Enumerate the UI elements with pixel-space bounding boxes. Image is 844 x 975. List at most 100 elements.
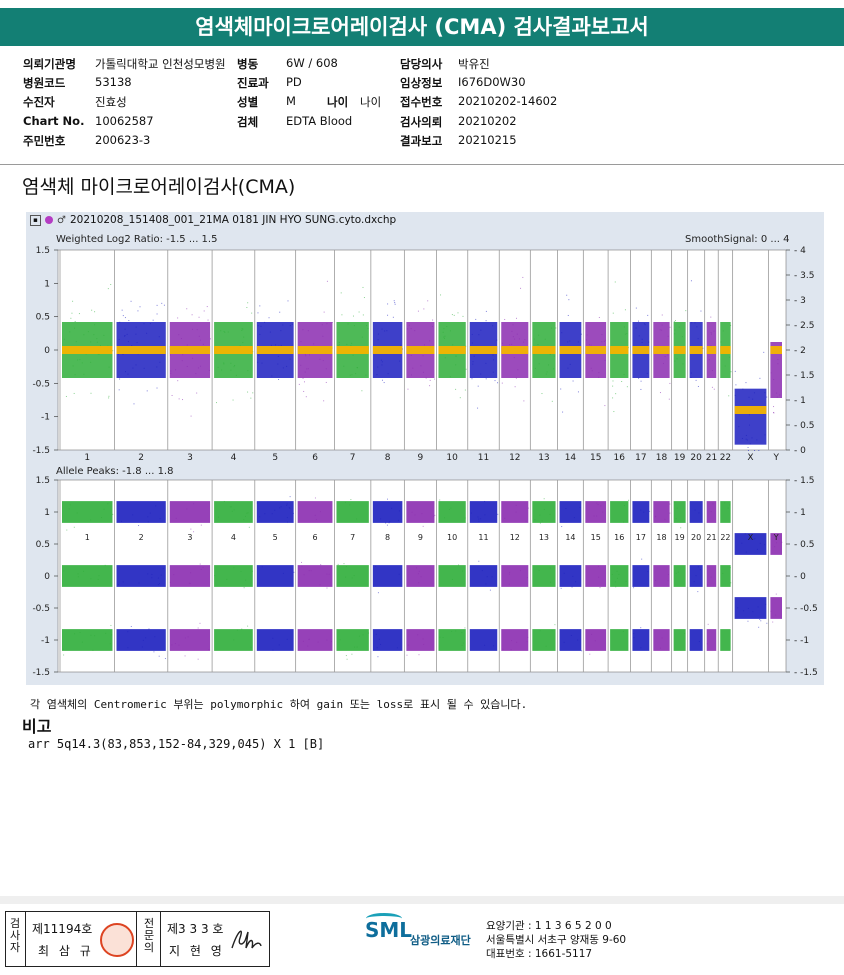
allele-peak-band	[720, 565, 731, 587]
field-label: 접수번호	[400, 95, 443, 109]
chromosome-label-small: 6	[313, 533, 318, 542]
chromosome-label: 13	[538, 453, 549, 463]
centromere-note: 각 염색체의 Centromeric 부위는 polymorphic 하여 ga…	[30, 698, 528, 711]
y-tick-label: -1.5	[32, 446, 50, 456]
allele-peak-band	[116, 629, 166, 651]
field-label: 성별	[237, 95, 259, 109]
smooth-signal	[169, 346, 211, 354]
allele-peak-band	[532, 501, 556, 523]
allele-peak-band	[372, 501, 403, 523]
allele-peak-band	[297, 629, 333, 651]
allele-peak-band	[610, 629, 629, 651]
field-value: 진효성	[95, 95, 127, 109]
smooth-signal	[653, 346, 670, 354]
examiner-name: 최 삼 규	[38, 944, 94, 958]
field-value: 박유진	[458, 57, 490, 71]
smooth-signal	[632, 346, 650, 354]
chromosome-label: 8	[385, 453, 391, 463]
allele-peak-band	[62, 501, 113, 523]
field-value: EDTA Blood	[286, 114, 353, 128]
allele-peak-band	[706, 629, 717, 651]
patient-info: 의뢰기관명 가톨릭대학교 인천성모병원 병동 6W / 608 담당의사 박유진…	[0, 52, 844, 164]
remark-title: 비고	[22, 717, 52, 736]
field-label: 주민번호	[23, 134, 66, 148]
allele-peak-band	[214, 501, 253, 523]
smooth-signal	[438, 346, 466, 354]
y-tick-label: 0.5	[36, 313, 50, 323]
allele-peak-band	[689, 501, 703, 523]
y-tick-label: -1	[41, 413, 50, 423]
chromosome-label-small: Y	[773, 533, 779, 542]
smooth-signal	[673, 346, 686, 354]
allele-peak-band	[406, 629, 435, 651]
allele-peak-band	[610, 501, 629, 523]
allele-peak-band	[653, 565, 670, 587]
allele-peak-band	[372, 629, 403, 651]
examiner-vertical-label: 검사자	[9, 917, 21, 954]
field-value: 나이	[360, 95, 382, 109]
chromosome-label-small: 7	[350, 533, 355, 542]
smooth-signal	[336, 346, 369, 354]
allele-peak-band	[256, 565, 294, 587]
field-value: 53138	[95, 75, 132, 89]
org-name: 삼광의료재단	[410, 934, 471, 947]
allele-peak-band	[734, 533, 767, 555]
chromosome-label: 2	[138, 453, 144, 463]
y2-tick-label: - -0.5	[794, 604, 818, 614]
allele-peak-band	[469, 629, 498, 651]
report-title: 염색체마이크로어레이검사 (CMA) 검사결과보고서	[0, 8, 844, 46]
smooth-signal	[469, 346, 498, 354]
smooth-signal	[406, 346, 435, 354]
smooth-signal	[532, 346, 556, 354]
chromosome-label-small: 15	[591, 533, 601, 542]
allele-peak-band	[116, 501, 166, 523]
chromosome-label: X	[747, 453, 753, 463]
allele-peak-band	[469, 501, 498, 523]
chromosome-label-small: 17	[636, 533, 646, 542]
smooth-signal	[689, 346, 703, 354]
top-plot-label: Weighted Log2 Ratio: -1.5 ... 1.5	[56, 234, 218, 245]
y2-tick-label: - 1.5	[794, 476, 814, 486]
field-label: 의뢰기관명	[23, 57, 76, 71]
y2-tick-label: - 4	[794, 246, 806, 256]
smooth-signal	[214, 346, 253, 354]
field-label: 검사의뢰	[400, 115, 443, 129]
examiner-license: 제11194호	[32, 922, 93, 936]
y2-tick-label: - -1.5	[794, 668, 818, 678]
chromosome-label: 22	[720, 453, 731, 463]
allele-peak-band	[297, 501, 333, 523]
field-value: 가톨릭대학교 인천성모병원	[95, 57, 226, 71]
chromosome-label: 12	[509, 453, 520, 463]
chromosome-label-small: 12	[510, 533, 520, 542]
y-tick-label: 0	[44, 572, 50, 582]
allele-peak-band	[706, 565, 717, 587]
allele-peak-band	[469, 565, 498, 587]
log2-ratio-band	[734, 388, 767, 445]
y2-tick-label: - 0	[794, 446, 806, 456]
allele-peak-band	[297, 565, 333, 587]
allele-peak-band	[438, 565, 466, 587]
field-value: I676D0W30	[458, 75, 526, 89]
field-value: PD	[286, 75, 302, 89]
chromosome-label-small: 3	[187, 533, 192, 542]
allele-peak-band	[673, 565, 686, 587]
smooth-signal	[372, 346, 403, 354]
allele-peak-band	[532, 565, 556, 587]
smooth-signal	[559, 346, 582, 354]
smooth-signal	[501, 346, 529, 354]
chromosome-label-small: 9	[418, 533, 423, 542]
allele-peak-band	[734, 597, 767, 619]
chromosome-label: 18	[656, 453, 668, 463]
allele-peak-band	[214, 565, 253, 587]
chromosome-label: 16	[614, 453, 626, 463]
allele-peak-band	[720, 501, 731, 523]
contact-line: 요양기관 : 1 1 3 6 5 2 0 0	[486, 920, 612, 932]
allele-peak-band	[116, 565, 166, 587]
top-plot-right-label: SmoothSignal: 0 ... 4	[685, 234, 790, 245]
chromosome-label: 7	[350, 453, 356, 463]
allele-peak-band	[501, 501, 529, 523]
contact-line: 대표번호 : 1661-5117	[486, 948, 593, 960]
y2-tick-label: - 1	[794, 396, 806, 406]
y2-tick-label: - 0.5	[794, 540, 814, 550]
allele-peak-band	[689, 629, 703, 651]
